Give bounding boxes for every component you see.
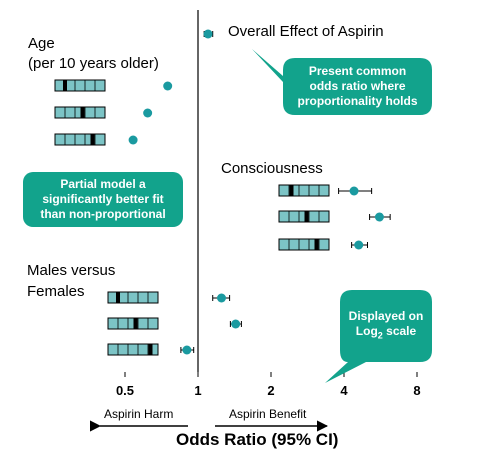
- proportion-box: [107, 291, 159, 304]
- proportion-box: [54, 133, 106, 146]
- log-text: Log: [355, 324, 378, 338]
- callout-top-line: Present common: [308, 64, 407, 78]
- proportion-box: [278, 184, 330, 197]
- males-label: Males versus: [27, 262, 116, 279]
- data-point: [182, 345, 192, 355]
- x-tick-label: 2: [267, 383, 274, 398]
- proportion-box: [54, 106, 106, 119]
- log-base: 2: [377, 330, 383, 341]
- data-point: [354, 240, 364, 250]
- proportion-box: [278, 238, 330, 251]
- box-marker: [63, 80, 67, 91]
- x-axis-title: Odds Ratio (95% CI): [176, 430, 339, 449]
- data-point: [231, 319, 241, 329]
- box-marker: [90, 134, 95, 145]
- box-marker: [80, 107, 85, 118]
- box-marker: [314, 239, 319, 250]
- females-label: Females: [27, 283, 85, 300]
- callout-top-text: Present common odds ratio where proporti…: [283, 64, 432, 109]
- data-point: [217, 293, 227, 303]
- callout-left-shape: [23, 172, 183, 227]
- aspirin-benefit-label: Aspirin Benefit: [229, 407, 307, 421]
- data-point: [374, 212, 384, 222]
- proportion-box: [107, 343, 159, 356]
- x-tick-label: 4: [340, 383, 348, 398]
- callout-right-line: Log2 scale: [340, 324, 432, 343]
- callout-left-text: Partial model a significantly better fit…: [23, 177, 183, 222]
- x-tick-label: 0.5: [116, 383, 134, 398]
- callout-right-shape: [325, 290, 432, 383]
- box-marker: [116, 292, 120, 303]
- proportion-box: [54, 79, 106, 92]
- x-axis-ticks: 0.5 1 2 4 8: [116, 372, 421, 398]
- callout-right-line: Displayed on: [348, 309, 424, 323]
- proportion-boxes: [54, 79, 330, 356]
- age-label: Age: [28, 35, 55, 52]
- data-point: [163, 81, 173, 91]
- data-point: [128, 135, 138, 145]
- box-marker: [304, 211, 309, 222]
- callout-left-line: significantly better fit: [42, 192, 164, 206]
- data-point: [349, 186, 359, 196]
- odds-ratio-points: [128, 29, 391, 355]
- callout-top-shape: [252, 49, 432, 115]
- overall-label: Overall Effect of Aspirin: [228, 23, 384, 40]
- aspirin-harm-label: Aspirin Harm: [104, 407, 174, 421]
- box-marker: [133, 318, 138, 329]
- age-sublabel: (per 10 years older): [28, 55, 159, 72]
- callout-left-line: Partial model a: [60, 177, 146, 191]
- callout-top-line: proportionality holds: [297, 94, 418, 108]
- scale-text: scale: [382, 324, 417, 338]
- callout-right-text: Displayed on Log2 scale: [340, 309, 432, 343]
- proportion-box: [278, 210, 330, 223]
- proportion-box: [107, 317, 159, 330]
- x-tick-label: 8: [413, 383, 420, 398]
- consciousness-label: Consciousness: [221, 160, 323, 177]
- box-marker: [289, 185, 294, 196]
- overall-point: [203, 29, 213, 39]
- x-tick-label: 1: [194, 383, 201, 398]
- callout-left-line: than non-proportional: [40, 207, 166, 221]
- box-marker: [148, 344, 153, 355]
- data-point: [143, 108, 153, 118]
- callout-top-line: odds ratio where: [309, 79, 406, 93]
